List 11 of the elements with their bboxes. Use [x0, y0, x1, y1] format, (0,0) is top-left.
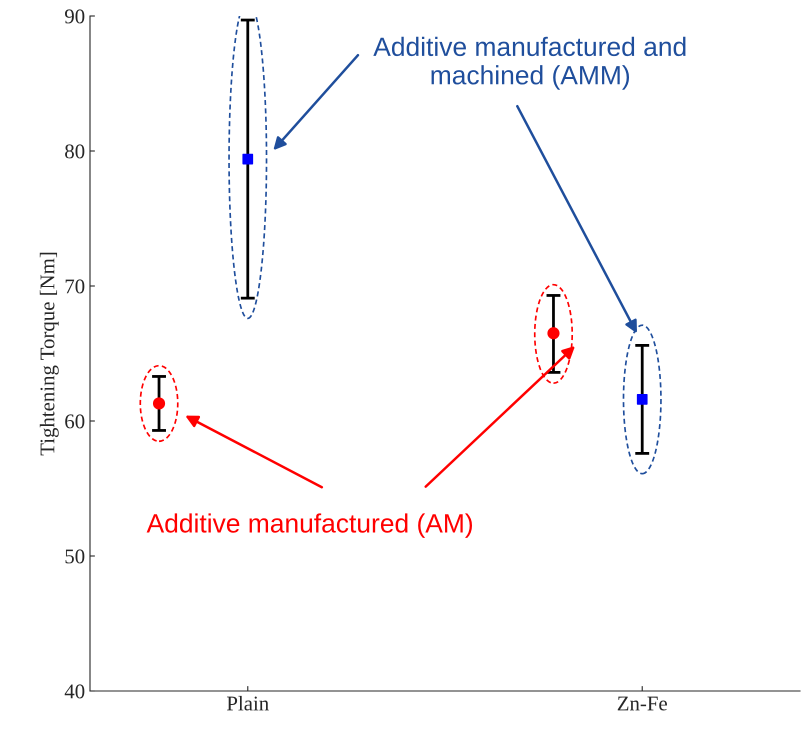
y-axis-title: Tightening Torque [Nm] [40, 252, 59, 456]
y-tick-label: 80 [65, 144, 84, 158]
x-tick-label: Plain [226, 696, 269, 711]
y-tick-label: 90 [64, 9, 84, 24]
y-tick-label: 60 [65, 414, 84, 428]
annotation: Additive manufactured and machined (AMM) [373, 36, 686, 90]
y-tick-label: 70 [66, 279, 84, 294]
x-tick-label: Zn-Fe [618, 696, 667, 711]
y-tick-label: 40 [64, 684, 84, 698]
y-tick-label: 50 [66, 549, 84, 564]
annotation: Additive manufactured (AM) [146, 513, 472, 538]
